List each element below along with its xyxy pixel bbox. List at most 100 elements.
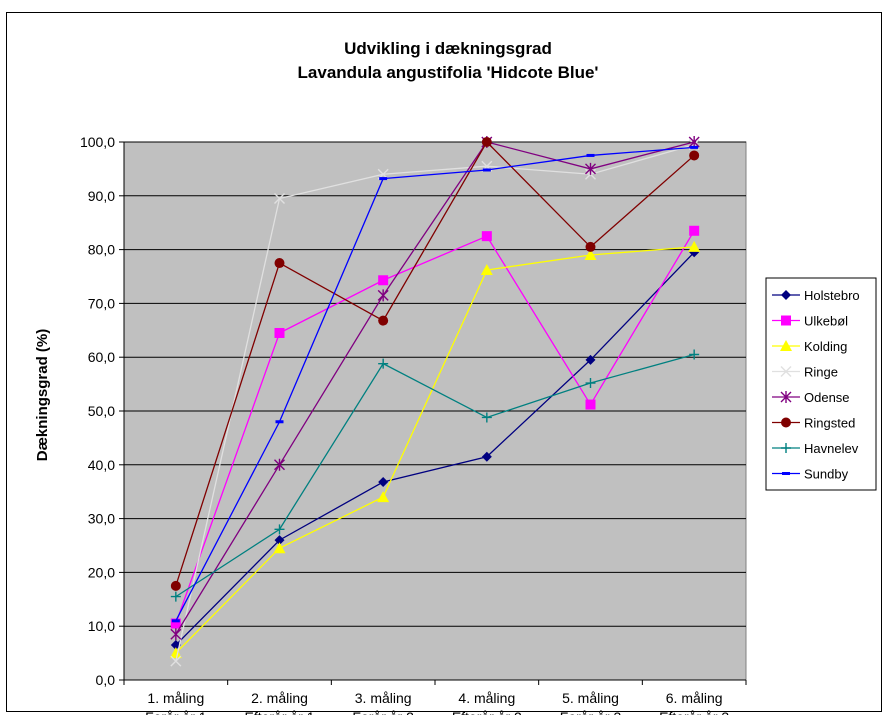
data-point	[170, 580, 181, 591]
legend-label: Ringe	[804, 365, 838, 380]
y-tick-label: 20,0	[88, 564, 115, 580]
data-point	[274, 258, 285, 269]
x-tick-label: 3. måling	[355, 690, 412, 706]
data-point	[169, 647, 182, 659]
data-point	[585, 162, 596, 175]
data-point	[274, 535, 285, 546]
series-line	[175, 141, 695, 635]
legend-item: Ulkebøl	[772, 314, 848, 329]
data-point	[481, 412, 492, 423]
data-point	[377, 491, 390, 503]
legend-item: Havnelev	[772, 441, 859, 456]
data-point	[781, 315, 791, 326]
x-tick-label: 6. måling	[666, 690, 723, 706]
data-point	[780, 366, 792, 377]
data-point	[377, 289, 389, 302]
x-tick-label: Efterår år 3	[659, 709, 729, 715]
data-point	[689, 225, 700, 236]
data-point	[585, 354, 596, 365]
series-ringsted	[170, 137, 700, 591]
data-point	[274, 192, 285, 204]
y-tick-label: 50,0	[88, 403, 115, 419]
data-point	[170, 591, 181, 602]
x-tick-label: 4. måling	[458, 690, 515, 706]
y-tick-label: 90,0	[88, 188, 115, 204]
legend-label: Ringsted	[804, 416, 855, 431]
y-axis-label: Dækningsgrad (%)	[34, 329, 51, 462]
data-point	[689, 349, 700, 360]
series-layer	[169, 136, 701, 667]
series-line	[175, 353, 695, 598]
y-axis: 0,0 10,0 20,0 30,0 40,0 50,0 60,0 70,0 80,0 90,0 1…	[80, 134, 125, 688]
data-point	[689, 150, 700, 161]
data-point	[781, 417, 791, 428]
series-line	[175, 146, 695, 622]
data-point	[780, 391, 792, 403]
data-point	[585, 241, 596, 252]
y-tick-label: 40,0	[88, 457, 115, 473]
data-point	[481, 231, 492, 242]
legend: Holstebro Ulkebøl Kolding Ringe Odense Ringst…	[765, 277, 877, 491]
data-point	[379, 177, 388, 181]
legend-item: Holstebro	[772, 288, 860, 303]
data-point	[378, 275, 389, 286]
data-point	[170, 618, 181, 629]
series-line	[175, 140, 695, 587]
y-tick-label: 30,0	[88, 511, 115, 527]
series-line	[175, 246, 695, 654]
series-line	[175, 230, 695, 624]
series-sundby	[171, 145, 699, 623]
data-point	[585, 378, 596, 389]
legend-item: Ringsted	[772, 416, 855, 431]
legend-label: Sundby	[804, 467, 849, 482]
y-tick-label: 70,0	[88, 295, 115, 311]
legend-label: Holstebro	[804, 288, 860, 303]
data-point	[170, 628, 182, 641]
series-kolding	[169, 240, 701, 659]
x-axis: 1. måling Forår år 1 2. måling Efterår år 1…	[123, 679, 747, 715]
x-tick-label: Forår år 2	[352, 709, 414, 715]
data-point	[273, 542, 286, 554]
legend-item: Sundby	[772, 467, 849, 482]
data-point	[275, 420, 284, 424]
y-tick-label: 10,0	[88, 618, 115, 634]
legend-label: Kolding	[804, 339, 847, 354]
data-point	[481, 137, 492, 147]
data-point	[378, 358, 389, 369]
legend-label: Ulkebøl	[804, 314, 848, 329]
data-point	[782, 472, 790, 475]
data-point	[688, 240, 701, 252]
legend-item: Ringe	[772, 365, 838, 380]
data-point	[480, 264, 493, 276]
grid-lines	[124, 141, 746, 627]
legend-label: Odense	[804, 390, 850, 405]
legend-item: Kolding	[772, 339, 847, 354]
chart-title-line-1: Udvikling i dækningsgrad	[344, 39, 552, 58]
data-point	[586, 153, 595, 157]
legend-box	[765, 277, 877, 491]
series-ulkebøl	[170, 225, 700, 629]
data-point	[170, 655, 182, 667]
series-line	[175, 144, 695, 662]
y-tick-label: 100,0	[80, 134, 115, 150]
data-point	[171, 619, 180, 623]
series-havnelev	[170, 349, 700, 602]
data-point	[481, 451, 492, 462]
y-tick-label: 0,0	[96, 672, 116, 688]
x-tick-label: Efterår år 1	[244, 709, 314, 715]
x-tick-label: Forår år 1	[145, 709, 207, 715]
x-tick-label: Forår år 3	[560, 709, 622, 715]
y-tick-label: 60,0	[88, 349, 115, 365]
data-point	[274, 524, 285, 535]
data-point	[585, 399, 596, 410]
series-line	[175, 251, 695, 646]
chart-title-line-2: Lavandula angustifolia 'Hidcote Blue'	[298, 63, 599, 82]
data-point	[378, 315, 389, 326]
data-point	[274, 458, 285, 471]
data-point	[274, 327, 285, 338]
x-tick-label: 1. måling	[147, 690, 204, 706]
data-point	[482, 168, 491, 172]
x-tick-label: 2. måling	[251, 690, 308, 706]
x-tick-label: Efterår år 2	[452, 709, 522, 715]
